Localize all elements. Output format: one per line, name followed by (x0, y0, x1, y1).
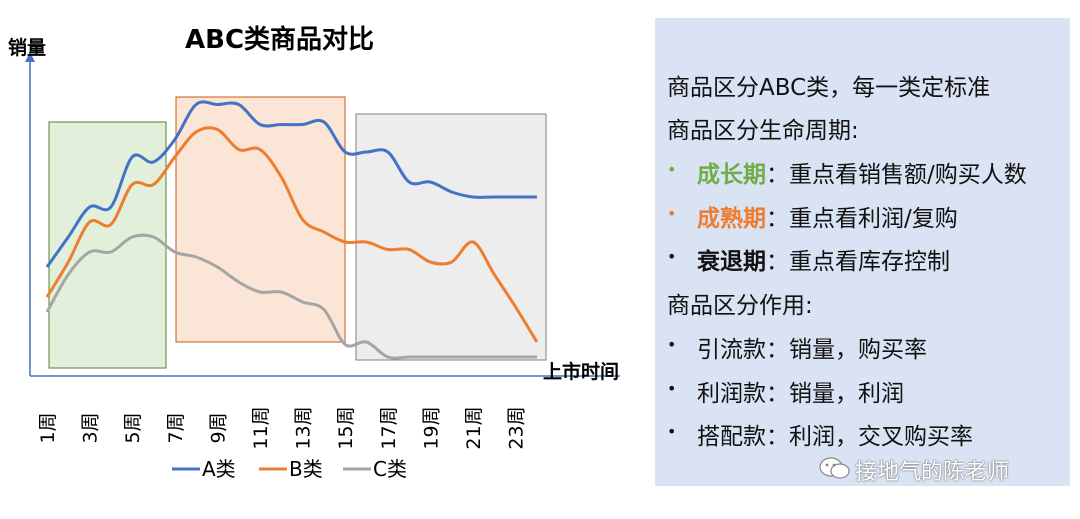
bullet-dot: • (667, 204, 677, 223)
bullet-dot: • (667, 247, 677, 266)
x-tick-label: 19周 (420, 406, 442, 449)
x-tick-label: 11周 (250, 406, 272, 449)
lifecycle-growth: 成长期：重点看销售额/购买人数 (697, 155, 1027, 189)
x-axis-label: 上市时间 (543, 360, 619, 383)
bullet-dot: • (667, 335, 677, 354)
x-tick-label: 9周 (207, 412, 229, 443)
x-tick-label: 17周 (378, 406, 400, 449)
x-tick-label: 5周 (122, 412, 144, 443)
x-tick-label: 23周 (506, 406, 528, 449)
legend: A类 B类 C类 (172, 457, 407, 481)
legend-label: C类 (373, 457, 407, 481)
bullet-dot: • (667, 379, 677, 398)
usage-profit: 利润款：销量，利润 (697, 381, 904, 407)
chart-title: ABC类商品对比 (185, 24, 374, 55)
bullet-dot: • (667, 422, 677, 441)
phase-region (48, 121, 167, 369)
x-tick-label: 3周 (80, 412, 102, 443)
y-axis-arrow (25, 52, 35, 62)
phase-region (355, 113, 547, 361)
decline-text: ：重点看库存控制 (766, 249, 950, 275)
decline-label: 衰退期 (697, 249, 766, 275)
panel-line-lifecycle: 商品区分生命周期: (667, 118, 859, 144)
phase-region (175, 96, 346, 343)
abc-chart: 1周 3周 5周 7周 9周 11周 13周 15周 17周 19周 21周 23周 ABC类商品对比… (8, 24, 620, 481)
series-line (45, 126, 539, 343)
x-tick-label: 15周 (335, 406, 357, 449)
panel-line-abc: 商品区分ABC类，每一类定标准 (667, 75, 991, 101)
x-tick-label: 13周 (293, 406, 315, 449)
panel-line-usage: 商品区分作用: (667, 293, 813, 319)
lifecycle-mature: 成熟期：重点看利润/复购 (697, 199, 958, 233)
series-line (45, 100, 537, 268)
x-tick-label: 21周 (463, 406, 485, 449)
x-tick-label: 7周 (165, 412, 187, 443)
bullet-dot: • (667, 160, 677, 179)
wechat-icon (819, 457, 850, 479)
usage-traffic: 引流款：销量，购买率 (697, 337, 927, 363)
legend-label: B类 (289, 457, 323, 481)
x-tick-label: 1周 (37, 412, 59, 443)
legend-label: A类 (202, 457, 236, 481)
mature-label: 成熟期 (697, 206, 766, 232)
y-axis-label: 销量 (8, 36, 46, 59)
growth-text: ：重点看销售额/购买人数 (766, 162, 1027, 188)
growth-label: 成长期 (697, 162, 766, 188)
mature-text: ：重点看利润/复购 (766, 206, 958, 232)
info-panel: 商品区分ABC类，每一类定标准 商品区分生命周期: • 成长期：重点看销售额/购… (655, 18, 1070, 486)
series-line (45, 233, 537, 360)
lifecycle-decline: 衰退期：重点看库存控制 (697, 242, 950, 276)
usage-bundle: 搭配款：利润，交叉购买率 (697, 424, 973, 450)
watermark: 接地气的陈老师 (855, 460, 1010, 485)
